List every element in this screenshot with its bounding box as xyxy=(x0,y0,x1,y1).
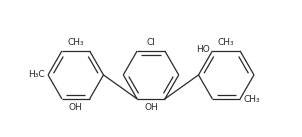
Text: OH: OH xyxy=(144,103,158,112)
Text: H₃C: H₃C xyxy=(28,70,45,79)
Text: CH₃: CH₃ xyxy=(67,38,84,47)
Text: Cl: Cl xyxy=(146,38,156,47)
Text: HO: HO xyxy=(196,45,209,54)
Text: OH: OH xyxy=(69,103,83,112)
Text: CH₃: CH₃ xyxy=(218,38,235,47)
Text: CH₃: CH₃ xyxy=(243,95,260,104)
